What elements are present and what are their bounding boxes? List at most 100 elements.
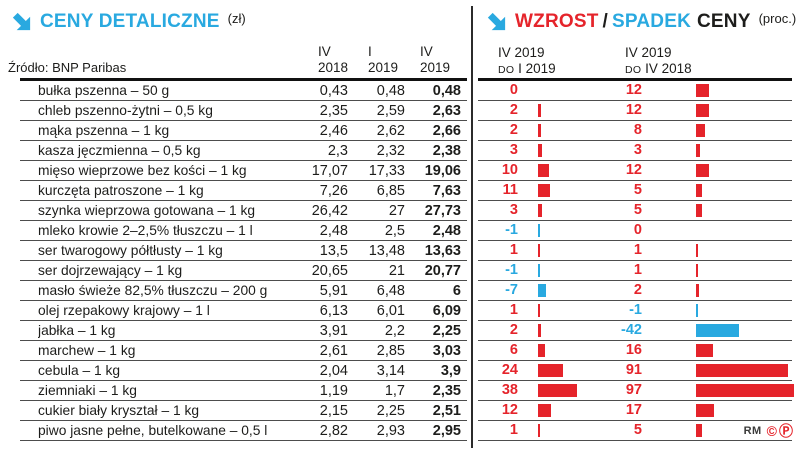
table-row: szynka wieprzowa gotowana – 1 kg 26,42 2… xyxy=(20,201,467,221)
price-cell-iv2018: 2,15 xyxy=(319,402,348,419)
change-bar-year xyxy=(696,304,698,317)
change-value-year: 12 xyxy=(625,82,642,98)
price-cell-iv2018: 2,61 xyxy=(319,342,348,359)
change-rows: 0 12 2 12 2 8 3 3 10 12 11 5 3 5 -1 0 xyxy=(478,81,794,441)
header-rule xyxy=(20,78,467,81)
table-row: ziemniaki – 1 kg 1,19 1,7 2,35 xyxy=(20,381,467,401)
change-value-quarter: 1 xyxy=(509,302,518,318)
table-row: kurczęta patroszone – 1 kg 7,26 6,85 7,6… xyxy=(20,181,467,201)
change-bar-quarter xyxy=(538,184,550,197)
change-bar-quarter xyxy=(538,364,563,377)
price-cell-iv2018: 2,82 xyxy=(319,422,348,439)
change-bar-year xyxy=(696,124,705,137)
price-cell-iv2019: 13,63 xyxy=(424,242,461,259)
change-bar-quarter xyxy=(538,124,541,137)
change-value-year: 1 xyxy=(633,262,642,278)
price-cell-i2019: 2,32 xyxy=(376,142,405,159)
price-cell-i2019: 6,48 xyxy=(376,282,405,299)
product-label: kurczęta patroszone – 1 kg xyxy=(38,183,204,198)
table-row: cebula – 1 kg 2,04 3,14 3,9 xyxy=(20,361,467,381)
change-value-quarter: -1 xyxy=(505,262,518,278)
product-label: mięso wieprzowe bez kości – 1 kg xyxy=(38,163,247,178)
prices-title: CENY DETALICZNE xyxy=(40,10,220,32)
table-row: piwo jasne pełne, butelkowane – 0,5 l 2,… xyxy=(20,421,467,441)
change-bar-year xyxy=(696,384,794,397)
table-row: 2 -42 xyxy=(478,321,792,341)
change-value-quarter: 10 xyxy=(501,162,518,178)
price-col-header-iv2019: IV 2019 xyxy=(420,44,451,75)
price-cell-i2019: 13,48 xyxy=(368,242,405,259)
copyright-mark-icon: © xyxy=(766,423,777,439)
product-label: cebula – 1 kg xyxy=(38,363,121,378)
table-row: mięso wieprzowe bez kości – 1 kg 17,07 1… xyxy=(20,161,467,181)
product-label: kasza jęczmienna – 0,5 kg xyxy=(38,143,201,158)
change-value-year: 97 xyxy=(625,382,642,398)
prices-title-row: CENY DETALICZNE (zł) xyxy=(10,10,246,33)
product-label: chleb pszenno-żytni – 0,5 kg xyxy=(38,103,213,118)
change-bar-year xyxy=(696,244,698,257)
change-bar-quarter xyxy=(538,424,540,437)
change-value-quarter: 1 xyxy=(509,242,518,258)
change-value-quarter: 6 xyxy=(509,342,518,358)
changes-unit-label: (proc.) xyxy=(758,11,797,26)
growth-title-word: WZROST xyxy=(515,10,599,32)
price-cell-i2019: 6,01 xyxy=(376,302,405,319)
price-cell-iv2019: 7,63 xyxy=(432,182,461,199)
table-row: mleko krowie 2–2,5% tłuszczu – 1 l 2,48 … xyxy=(20,221,467,241)
product-label: piwo jasne pełne, butelkowane – 0,5 l xyxy=(38,423,268,438)
change-value-quarter: -7 xyxy=(505,282,518,298)
table-row: 3 5 xyxy=(478,201,792,221)
change-bar-year xyxy=(696,324,739,337)
price-cell-i2019: 17,33 xyxy=(368,162,405,179)
price-cell-i2019: 21 xyxy=(388,262,405,279)
change-bar-year xyxy=(696,424,702,437)
price-cell-iv2018: 6,13 xyxy=(319,302,348,319)
price-cell-iv2018: 20,65 xyxy=(311,262,348,279)
prices-panel: CENY DETALICZNE (zł) Źródło: BNP Paribas… xyxy=(8,10,467,441)
change-value-quarter: 3 xyxy=(509,202,518,218)
price-cell-i2019: 0,48 xyxy=(376,82,405,99)
price-cell-i2019: 2,59 xyxy=(376,102,405,119)
table-row: chleb pszenno-żytni – 0,5 kg 2,35 2,59 2… xyxy=(20,101,467,121)
table-row: 38 97 xyxy=(478,381,794,401)
product-label: mleko krowie 2–2,5% tłuszczu – 1 l xyxy=(38,223,253,238)
product-label: ziemniaki – 1 kg xyxy=(38,383,137,398)
price-cell-iv2019: 2,95 xyxy=(432,422,461,439)
panel-divider xyxy=(471,6,473,448)
change-bar-year xyxy=(696,144,700,157)
change-bar-quarter xyxy=(538,244,540,257)
table-row: jabłka – 1 kg 3,91 2,2 2,25 xyxy=(20,321,467,341)
price-col-header-iv2018: IV 2018 xyxy=(318,44,349,75)
change-value-year: 16 xyxy=(625,342,642,358)
table-row: bułka pszenna – 50 g 0,43 0,48 0,48 xyxy=(20,81,467,101)
table-row: 1 -1 xyxy=(478,301,792,321)
table-row: ser twarogowy półtłusty – 1 kg 13,5 13,4… xyxy=(20,241,467,261)
change-bar-year xyxy=(696,344,713,357)
price-cell-i2019: 3,14 xyxy=(376,362,405,379)
change-bar-quarter xyxy=(538,104,541,117)
change-value-year: 17 xyxy=(625,402,642,418)
change-bar-year xyxy=(696,404,714,417)
changes-title-row: WZROST / SPADEK CENY (proc.) xyxy=(485,10,796,33)
price-cell-iv2018: 0,43 xyxy=(319,82,348,99)
decline-title-word: SPADEK xyxy=(612,10,691,32)
price-cell-iv2018: 26,42 xyxy=(311,202,348,219)
change-bar-year xyxy=(696,264,698,277)
title-slash: / xyxy=(602,10,609,32)
product-label: marchew – 1 kg xyxy=(38,343,136,358)
price-cell-iv2019: 2,38 xyxy=(432,142,461,159)
changes-title-rest: CENY xyxy=(697,10,751,32)
table-row: ser dojrzewający – 1 kg 20,65 21 20,77 xyxy=(20,261,467,281)
source-label: Źródło: BNP Paribas xyxy=(8,60,127,75)
price-cell-iv2019: 19,06 xyxy=(424,162,461,179)
change-bar-quarter xyxy=(538,264,540,277)
table-row: 24 91 xyxy=(478,361,792,381)
table-row: 12 17 xyxy=(478,401,792,421)
change-value-quarter: 38 xyxy=(501,382,518,398)
rm-credit: RM xyxy=(743,425,762,437)
change-bar-quarter xyxy=(538,204,542,217)
change-value-quarter: 2 xyxy=(509,122,518,138)
table-row: 10 12 xyxy=(478,161,792,181)
price-cell-iv2018: 2,35 xyxy=(319,102,348,119)
change-bar-quarter xyxy=(538,224,540,237)
